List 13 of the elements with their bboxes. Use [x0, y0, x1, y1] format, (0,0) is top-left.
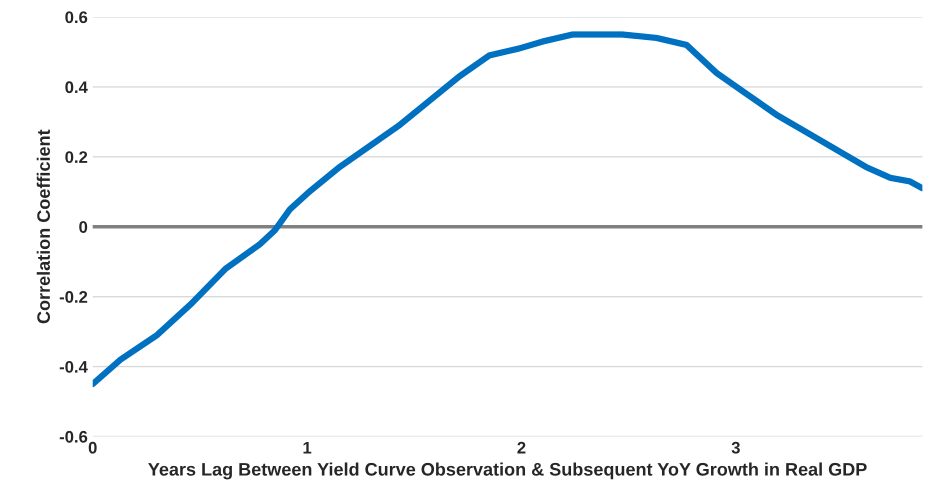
y-tick-label: 0 — [79, 221, 88, 233]
x-tick-label: 3 — [732, 442, 740, 454]
y-tick-label: 0.6 — [65, 11, 88, 24]
y-tick-label: -0.6 — [60, 430, 88, 443]
x-tick-label: 1 — [304, 442, 312, 454]
y-tick-label: 0.2 — [65, 151, 88, 164]
y-tick-label: -0.4 — [60, 360, 88, 373]
y-tick-label: -0.2 — [60, 291, 88, 303]
x-tick-label: 0 — [88, 442, 97, 454]
y-axis-title: Correlation Coefficient — [36, 130, 50, 324]
x-axis-title: Years Lag Between Yield Curve Observation & Subsequent YoY Growth in Real GDP — [148, 462, 867, 480]
y-tick-label: 0.4 — [65, 81, 88, 94]
x-tick-label: 2 — [517, 442, 526, 454]
